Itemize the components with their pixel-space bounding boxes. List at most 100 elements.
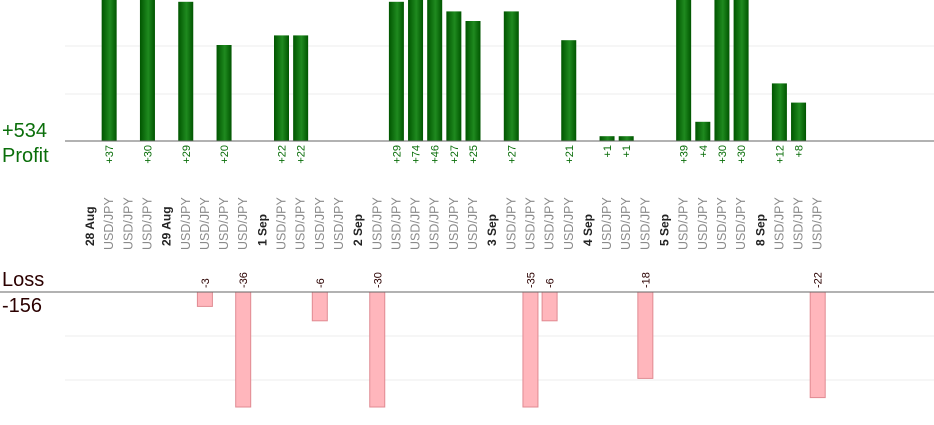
loss-bar xyxy=(809,291,826,399)
symbol-label: USD/JPY xyxy=(715,197,729,250)
symbol-label: USD/JPY xyxy=(370,197,384,250)
symbol-label: USD/JPY xyxy=(677,197,691,250)
profit-value-label: +39 xyxy=(679,145,691,164)
profit-value-label: +29 xyxy=(181,145,193,164)
profit-bar xyxy=(274,35,289,141)
loss-bar xyxy=(541,291,558,322)
loss-value-label: -6 xyxy=(315,278,327,288)
symbol-label: USD/JPY xyxy=(217,197,231,250)
symbol-label: USD/JPY xyxy=(638,197,652,250)
profit-bar xyxy=(599,136,615,141)
profit-value-label: +29 xyxy=(391,145,403,164)
symbol-label: USD/JPY xyxy=(198,197,212,250)
profit-bar xyxy=(676,0,692,141)
profit-value-label: +21 xyxy=(564,145,576,164)
profit-bar xyxy=(791,102,807,141)
symbol-label: USD/JPY xyxy=(543,197,557,250)
loss-value-label: -22 xyxy=(813,272,825,288)
loss-bar xyxy=(235,291,252,408)
profit-value-label: +1 xyxy=(602,145,614,158)
symbol-label: USD/JPY xyxy=(121,197,135,250)
date-label: 1 Sep xyxy=(255,214,269,246)
profit-bar xyxy=(618,136,634,141)
symbol-label: USD/JPY xyxy=(734,197,748,250)
loss-bar xyxy=(311,291,328,322)
symbol-label: USD/JPY xyxy=(409,197,423,250)
symbol-label: USD/JPY xyxy=(562,197,576,250)
symbol-label: USD/JPY xyxy=(389,197,403,250)
profit-bar xyxy=(695,121,711,141)
profit-value-label: +27 xyxy=(449,145,461,164)
symbol-label: USD/JPY xyxy=(772,197,786,250)
profit-bar xyxy=(388,1,404,141)
profit-bar xyxy=(465,21,481,141)
profit-bar xyxy=(293,35,309,141)
profit-total-value: +534 xyxy=(2,120,48,142)
loss-total-value: -156 xyxy=(2,295,43,317)
profit-bar xyxy=(139,0,155,141)
profit-value-label: +30 xyxy=(736,145,748,164)
profit-bar xyxy=(714,0,730,141)
profit-value-label: +27 xyxy=(506,145,518,164)
profit-bar xyxy=(561,40,577,142)
profit-value-label: +22 xyxy=(277,145,289,164)
loss-value-label: -30 xyxy=(372,272,384,288)
symbol-label: USD/JPY xyxy=(696,197,710,250)
profit-value-label: +22 xyxy=(296,145,308,164)
loss-bar xyxy=(369,291,386,408)
symbol-label: USD/JPY xyxy=(619,197,633,250)
profit-bar xyxy=(503,11,519,142)
date-label: 5 Sep xyxy=(658,214,672,246)
symbol-label: USD/JPY xyxy=(275,197,289,250)
loss-bar xyxy=(637,291,654,379)
symbol-label: USD/JPY xyxy=(523,197,537,250)
profit-bar xyxy=(101,0,117,141)
profit-value-label: +25 xyxy=(468,145,480,164)
profit-axis-label: Profit xyxy=(2,145,49,167)
loss-value-label: -6 xyxy=(545,278,557,288)
symbol-label: USD/JPY xyxy=(504,197,518,250)
symbol-label: USD/JPY xyxy=(313,197,327,250)
loss-value-label: -36 xyxy=(238,272,250,288)
profit-bar xyxy=(446,11,462,142)
profit-value-label: +8 xyxy=(794,145,806,158)
profit-bar xyxy=(733,0,749,141)
loss-value-label: -35 xyxy=(525,272,537,288)
profit-bar xyxy=(178,1,194,141)
symbol-label: USD/JPY xyxy=(811,197,825,250)
symbol-label: USD/JPY xyxy=(447,197,461,250)
symbol-label: USD/JPY xyxy=(294,197,308,250)
symbol-label: USD/JPY xyxy=(332,197,346,250)
date-label: 8 Sep xyxy=(753,214,767,246)
profit-bar xyxy=(216,45,232,141)
symbol-label: USD/JPY xyxy=(140,197,154,250)
symbol-label: USD/JPY xyxy=(179,197,193,250)
loss-axis-label: Loss xyxy=(2,269,45,291)
profit-value-label: +30 xyxy=(142,145,154,164)
date-label: 29 Aug xyxy=(160,206,174,246)
profit-bar xyxy=(427,0,443,141)
symbol-label: USD/JPY xyxy=(102,197,116,250)
symbol-label: USD/JPY xyxy=(466,197,480,250)
loss-bar xyxy=(522,291,539,408)
profit-value-label: +30 xyxy=(717,145,729,164)
profit-value-label: +74 xyxy=(411,145,423,164)
profit-value-label: +46 xyxy=(430,145,442,164)
profit-value-label: +12 xyxy=(774,145,786,164)
loss-value-label: -3 xyxy=(200,278,212,288)
profit-value-label: +20 xyxy=(219,145,231,164)
loss-value-label: -18 xyxy=(640,272,652,288)
profit-bar xyxy=(408,0,424,141)
loss-bar xyxy=(196,291,213,307)
date-label: 2 Sep xyxy=(351,214,365,246)
symbol-label: USD/JPY xyxy=(428,197,442,250)
date-label: 28 Aug xyxy=(83,206,97,246)
profit-value-label: +37 xyxy=(104,145,116,164)
profit-bar xyxy=(771,83,787,141)
profit-value-label: +4 xyxy=(698,145,710,158)
symbol-label: USD/JPY xyxy=(600,197,614,250)
profit-value-label: +1 xyxy=(621,145,633,158)
date-label: 3 Sep xyxy=(485,214,499,246)
symbol-label: USD/JPY xyxy=(236,197,250,250)
